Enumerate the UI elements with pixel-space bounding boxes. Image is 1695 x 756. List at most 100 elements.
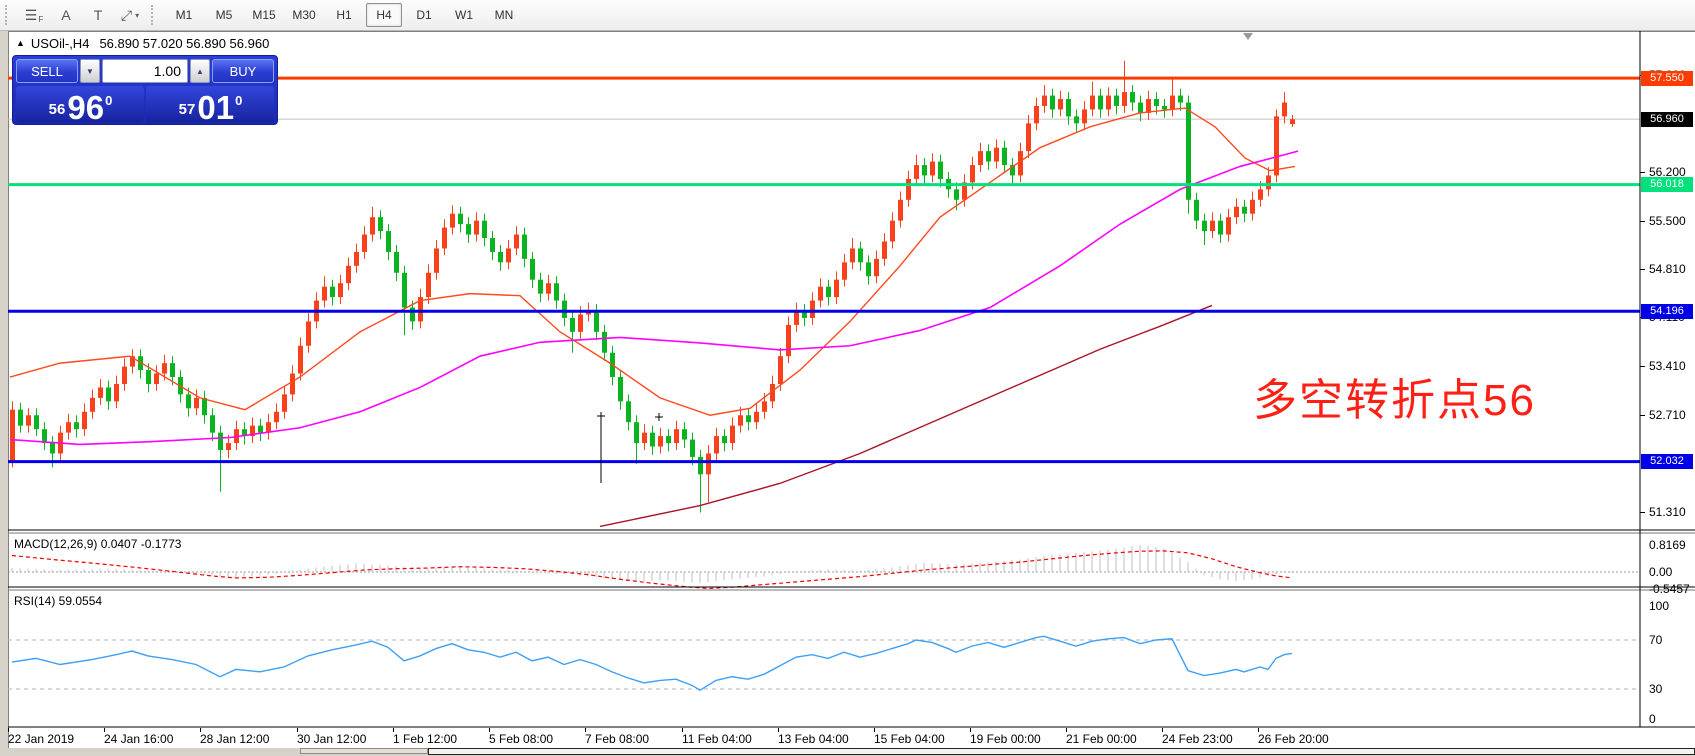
rsi-line [11, 635, 1293, 692]
candle-body [602, 331, 607, 353]
sell-price-box[interactable]: 56 96 0 [16, 86, 144, 124]
timeframe-button-h4[interactable]: H4 [366, 3, 402, 27]
candle-body [362, 234, 367, 252]
candle-body [1210, 220, 1215, 232]
time-tick-label: 13 Feb 04:00 [778, 732, 849, 746]
candle-body [194, 397, 199, 409]
price-tick-mark [1640, 414, 1645, 416]
volume-increase-button[interactable]: ▲ [190, 59, 210, 83]
timeframe-button-m30[interactable]: M30 [292, 8, 316, 22]
rsi-axis-label: 70 [1649, 633, 1663, 647]
time-tick-mark [778, 728, 779, 732]
price-tick-label: 51.310 [1649, 504, 1686, 519]
candle-body [1226, 217, 1231, 235]
candle-body [242, 429, 247, 437]
collapse-arrow-icon[interactable]: ▲ [16, 38, 25, 48]
timeframe-button-mn[interactable]: MN [494, 8, 514, 22]
macd-axis-label: 0.00 [1649, 565, 1673, 579]
price-tick-mark [1640, 220, 1645, 222]
candle-body [698, 456, 703, 475]
candle-body [546, 283, 551, 294]
candle-body [1026, 123, 1031, 152]
candle-body [1034, 105, 1039, 124]
timeframe-grip[interactable] [151, 5, 157, 25]
timeframe-button-m15[interactable]: M15 [252, 8, 276, 22]
time-tick-mark [585, 728, 586, 732]
buy-button[interactable]: BUY [212, 59, 274, 83]
price-badge: 56.018 [1641, 177, 1693, 193]
rsi-axis-label: 100 [1649, 599, 1670, 613]
candle-body [1066, 99, 1071, 117]
one-click-trading-panel: SELL ▼ ▲ BUY 56 96 0 57 01 0 [12, 55, 278, 125]
buy-price-box[interactable]: 57 01 0 [146, 86, 274, 124]
toolbar-grip[interactable] [5, 5, 11, 25]
arrow-tools-icon[interactable]: ⤢ ▾ [120, 6, 140, 23]
candle-body [618, 377, 623, 402]
candle-body [666, 436, 671, 444]
candle-body [978, 151, 983, 166]
candle-body [1050, 95, 1055, 110]
candle-body [122, 366, 127, 384]
candle-body [794, 311, 799, 325]
ma-slow-line [599, 304, 1213, 528]
timeframe-button-h1[interactable]: H1 [336, 8, 352, 22]
text-label-icon[interactable]: A [61, 7, 71, 23]
candle-body [1186, 102, 1191, 200]
candle-body [338, 283, 343, 298]
timeframe-button-w1[interactable]: W1 [455, 8, 473, 22]
candle-body [882, 241, 887, 259]
time-tick-mark [104, 728, 105, 732]
candle-body [898, 199, 903, 221]
toolbar: ☰ F A T ⤢ ▾ M1 M5 M15 M30 H1 H4 D1 W1 MN [0, 0, 1695, 31]
candle-body [386, 231, 391, 252]
candle-body [146, 370, 151, 384]
timeframe-button-d1[interactable]: D1 [416, 8, 432, 22]
price-tick-label: 55.500 [1649, 213, 1686, 228]
volume-decrease-button[interactable]: ▼ [80, 59, 100, 83]
candle-body [538, 279, 543, 294]
bottom-strip [0, 748, 1695, 756]
candle-body [746, 415, 751, 423]
volume-input[interactable] [102, 59, 188, 83]
candle-body [18, 409, 23, 426]
time-tick-label: 24 Feb 23:00 [1162, 732, 1233, 746]
time-tick-label: 28 Jan 12:00 [200, 732, 270, 746]
candle-body [66, 422, 71, 433]
timeframe-bar: M1 M5 M15 M30 H1 H4 D1 W1 MN [164, 3, 524, 27]
candle-body [1138, 102, 1143, 113]
fibo-lines-icon[interactable]: ☰ F [24, 6, 44, 24]
price-badge: 57.550 [1641, 70, 1693, 86]
candle-body [578, 314, 583, 332]
window-edge-segment [300, 748, 428, 754]
candle-body [762, 401, 767, 412]
candle-body [1258, 189, 1263, 200]
candle-body [994, 147, 999, 162]
candle-body [226, 443, 231, 450]
price-badge: 56.960 [1641, 111, 1693, 127]
candle-body [306, 321, 311, 346]
candle-body [810, 300, 815, 318]
candle-body [970, 165, 975, 183]
symbol-label: USOil-,H4 [30, 36, 90, 51]
price-tick-label: 54.810 [1649, 261, 1686, 276]
price-tick-mark [1640, 511, 1645, 513]
candle-body [34, 415, 39, 430]
candle-body [1002, 147, 1007, 166]
candle-body [914, 165, 919, 179]
macd-label: MACD(12,26,9) 0.0407 -0.1773 [14, 537, 182, 551]
price-tick-label: 53.410 [1649, 358, 1686, 373]
candle-body [482, 220, 487, 239]
candle-body [738, 415, 743, 426]
time-tick-label: 24 Jan 16:00 [104, 732, 174, 746]
timeframe-button-m1[interactable]: M1 [175, 8, 193, 22]
candle-body [1266, 175, 1271, 190]
text-tool-icon[interactable]: T [93, 7, 103, 23]
timeframe-button-m5[interactable]: M5 [215, 8, 233, 22]
price-tick-label: 56.200 [1649, 165, 1686, 179]
candle-body [1234, 206, 1239, 218]
chart-title: ▲ USOil-,H4 56.890 57.020 56.890 56.960 [16, 36, 269, 51]
rsi-axis-label: 30 [1649, 682, 1663, 696]
candle-body [186, 394, 191, 409]
sell-button[interactable]: SELL [16, 59, 78, 83]
